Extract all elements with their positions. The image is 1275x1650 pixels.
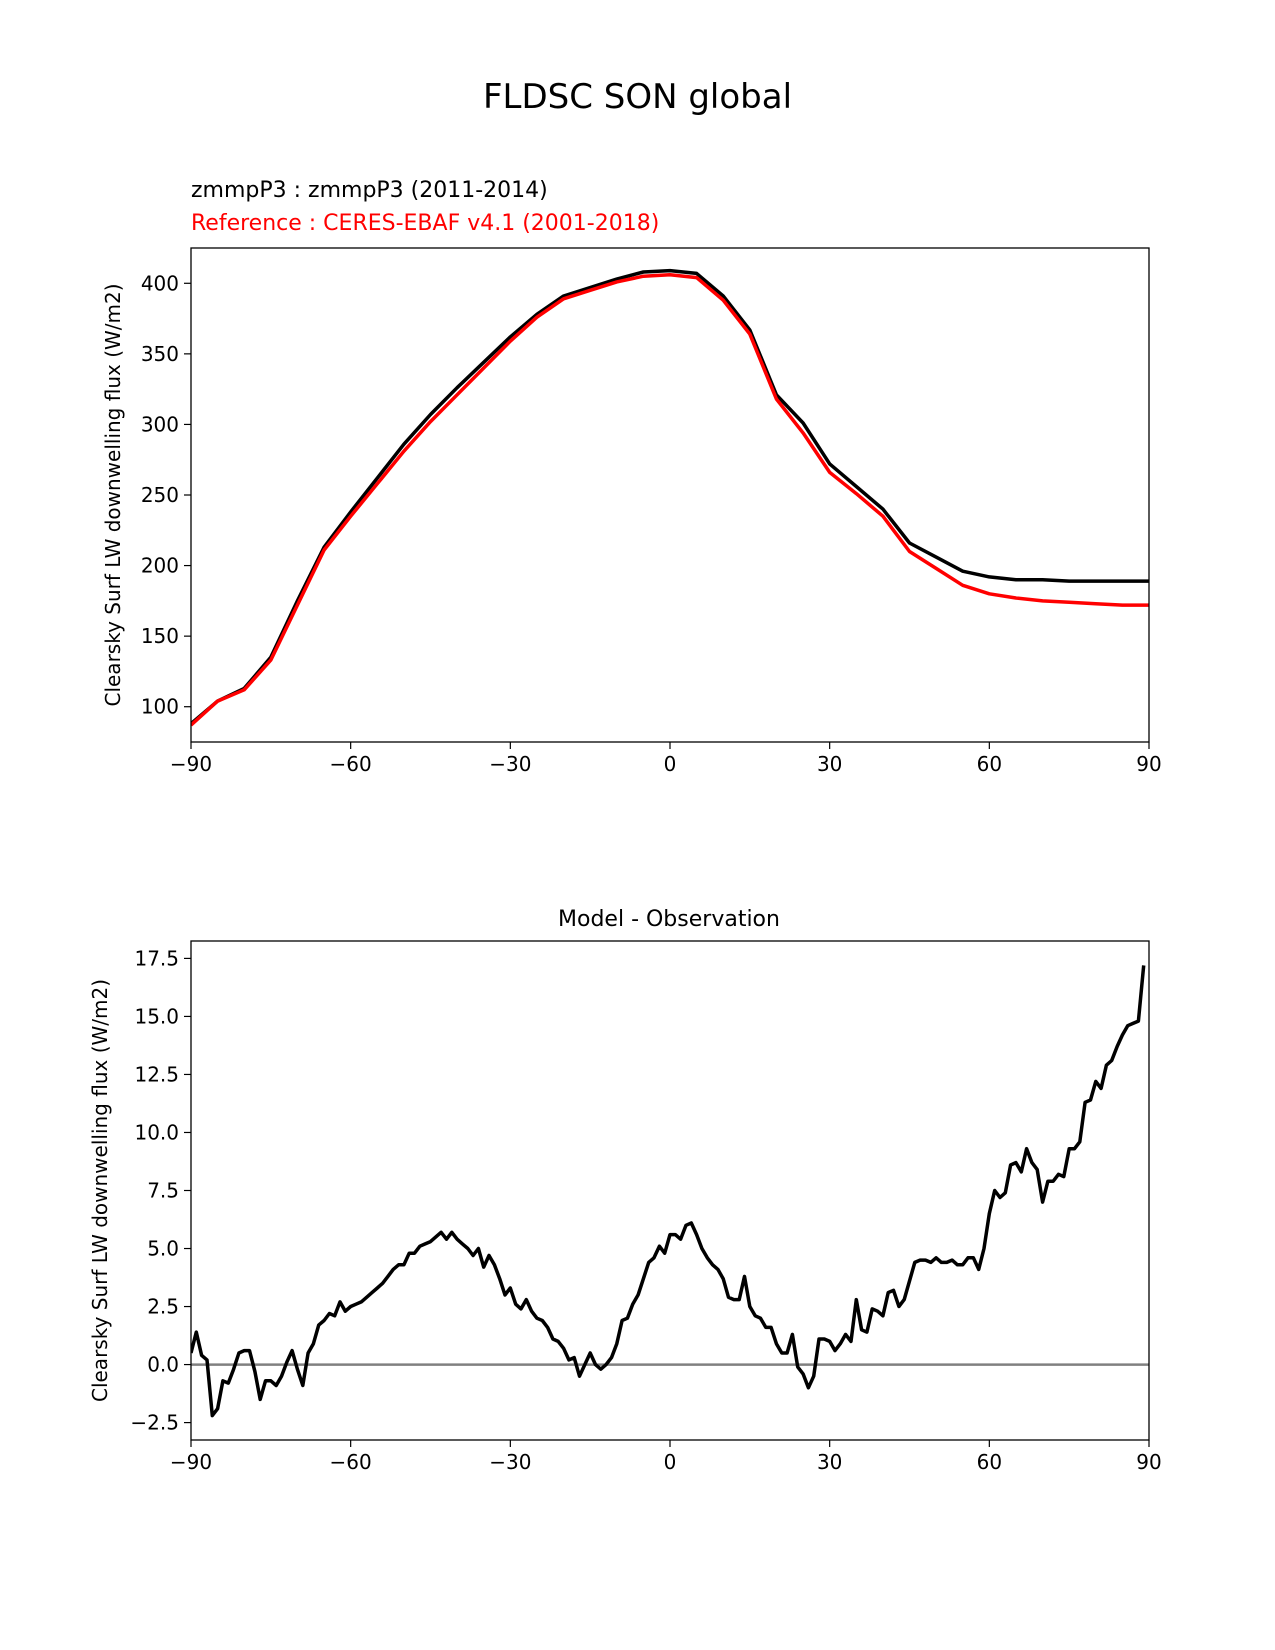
bottom-x-tick-label: −30 [489, 1450, 531, 1474]
top-x-tick-label: 60 [977, 752, 1002, 776]
bottom-y-tick-label: 10.0 [134, 1120, 179, 1144]
top-subtitle-model: zmmpP3 : zmmpP3 (2011-2014) [191, 178, 548, 203]
top-x-tick-label: 90 [1136, 752, 1161, 776]
bottom-y-tick-label: 12.5 [134, 1062, 179, 1086]
bottom-x-tick-label: 30 [817, 1450, 842, 1474]
bottom-x-tick-label: −90 [170, 1450, 212, 1474]
top-y-axis-label: Clearsky Surf LW downwelling flux (W/m2) [101, 283, 125, 706]
top-plot-frame [190, 247, 1150, 743]
bottom-y-tick-label: 5.0 [147, 1237, 179, 1261]
top-chart-panel: −90 −60 −30 0 30 60 90 100 150 200 250 300 350 400 Cle… [101, 247, 1162, 776]
bottom-y-tick-label: 7.5 [147, 1179, 179, 1203]
top-x-tick-label: 30 [817, 752, 842, 776]
bottom-y-tick-label: 15.0 [134, 1004, 179, 1028]
top-x-tick-label: 0 [664, 752, 677, 776]
bottom-x-tick-label: 0 [664, 1450, 677, 1474]
bottom-chart-panel: −90 −60 −30 0 30 60 90 −2.5 0.0 2.5 5.0 7.5 10.0 12.5… [88, 940, 1162, 1474]
bottom-chart-title: Model - Observation [558, 907, 780, 932]
top-y-tick-label: 250 [141, 483, 179, 507]
top-y-tick-label: 100 [141, 695, 179, 719]
top-x-tick-label: −30 [489, 752, 531, 776]
top-y-tick-label: 150 [141, 624, 179, 648]
top-y-tick-label: 200 [141, 554, 179, 578]
bottom-y-tick-label: 0.0 [147, 1353, 179, 1377]
bottom-y-tick-label: 2.5 [147, 1295, 179, 1319]
top-series-line-1 [191, 268, 1149, 726]
bottom-y-axis-label: Clearsky Surf LW downwelling flux (W/m2) [88, 979, 112, 1402]
bottom-series-line-1 [191, 965, 1146, 1418]
top-x-tick-label: −90 [170, 752, 212, 776]
bottom-x-tick-label: −60 [330, 1450, 372, 1474]
bottom-x-tick-label: 60 [977, 1450, 1002, 1474]
figure-title: FLDSC SON global [483, 77, 792, 117]
top-x-tick-label: −60 [330, 752, 372, 776]
bottom-y-tick-label: 17.5 [134, 946, 179, 970]
bottom-y-tick-label: −2.5 [130, 1411, 179, 1435]
top-y-tick-label: 400 [141, 271, 179, 295]
top-series-line-2 [191, 273, 1149, 727]
bottom-x-tick-label: 90 [1136, 1450, 1161, 1474]
top-subtitle-reference: Reference : CERES-EBAF v4.1 (2001-2018) [191, 211, 659, 236]
top-y-tick-label: 350 [141, 342, 179, 366]
top-y-tick-label: 300 [141, 412, 179, 436]
